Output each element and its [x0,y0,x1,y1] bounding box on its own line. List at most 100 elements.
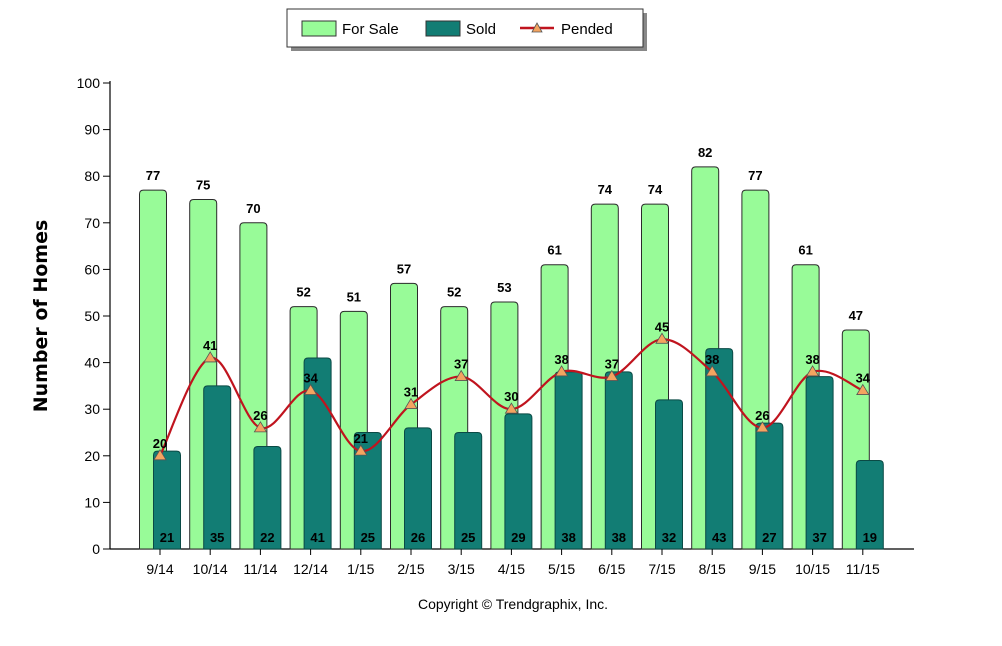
pended-marker [354,444,368,456]
pended-marker [755,421,770,433]
pended-marker [805,365,820,377]
pended-value-label: 38 [554,352,568,367]
sold-value-label: 25 [361,530,375,545]
y-tick-label: 40 [84,355,100,371]
x-tick-label: 7/15 [648,561,675,577]
for-sale-value-label: 74 [648,182,663,197]
for-sale-value-label: 74 [598,182,613,197]
sold-bar [855,459,884,550]
sold-bar [353,432,382,550]
pended-value-label: 20 [153,436,167,451]
sold-bar [504,413,533,550]
sold-value-label: 27 [762,530,776,545]
sold-value-label: 32 [662,530,676,545]
for-sale-value-label: 70 [246,201,260,216]
pended-value-label: 26 [253,408,267,423]
sold-bar [655,399,683,550]
x-tick-label: 10/15 [795,561,830,577]
pended-marker [153,449,167,461]
sold-value-label: 38 [612,530,626,545]
copyright-footer: Copyright © Trendgraphix, Inc. [418,596,608,612]
x-tick-label: 5/15 [548,561,575,577]
for-sale-value-label: 61 [798,243,812,258]
sold-bar [604,371,633,550]
sold-bar [153,450,181,550]
sold-value-label: 35 [210,530,224,545]
y-tick-label: 100 [77,75,101,91]
pended-value-label: 38 [705,352,719,367]
legend-swatch-for-sale [301,20,337,37]
y-axis-title: Number of Homes [30,220,52,413]
sold-bar [554,371,583,550]
for-sale-value-label: 53 [497,280,511,295]
sold-value-label: 41 [310,530,324,545]
sold-value-label: 22 [260,530,274,545]
pended-value-label: 45 [655,319,669,334]
pended-marker [504,402,519,414]
sold-value-label: 43 [712,530,726,545]
legend-swatch-sold [425,20,461,37]
pended-marker [203,351,217,363]
legend-label-pended: Pended [561,21,613,38]
sold-value-label: 25 [461,530,475,545]
pended-marker [454,369,468,381]
pended-value-label: 38 [805,352,819,367]
pended-marker [655,332,669,344]
pended-marker [554,365,569,377]
sold-bar [805,376,834,550]
pended-marker [303,383,318,395]
legend-box [286,8,644,48]
sold-bar [303,357,332,550]
sold-value-label: 29 [511,530,525,545]
for-sale-value-label: 82 [698,145,712,160]
pended-value-label: 37 [454,357,468,372]
y-tick-label: 60 [84,261,100,277]
pended-marker [705,365,719,377]
plot-area: 0 10 20 30 40 50 60 70 80 90 100 9/14 10/14 11/14 12/1… [77,75,914,577]
x-tick-label: 9/15 [749,561,776,577]
for-sale-value-label: 52 [447,285,461,300]
y-tick-label: 20 [84,448,100,464]
x-tick-label: 8/15 [699,561,726,577]
y-tick-label: 10 [84,494,100,510]
sold-value-label: 26 [411,530,425,545]
for-sale-value-label: 51 [347,289,361,304]
for-sale-value-label: 47 [849,308,863,323]
pended-value-label: 26 [755,408,769,423]
x-tick-label: 6/15 [598,561,625,577]
x-tick-label: 1/15 [347,561,374,577]
x-tick-label: 9/14 [146,561,173,577]
for-sale-value-label: 52 [296,285,310,300]
pended-value-label: 37 [605,357,619,372]
legend-label-for-sale: For Sale [342,21,399,38]
x-tick-label: 11/15 [846,561,880,577]
sold-bar [404,427,432,550]
y-tick-label: 80 [84,168,100,184]
sold-value-label: 19 [863,530,877,545]
legend: For Sale Sold Pended [286,8,647,51]
pended-value-label: 30 [504,389,518,404]
for-sale-value-label: 57 [397,261,411,276]
x-tick-label: 12/14 [293,561,328,577]
legend-marker-pended [531,22,543,33]
for-sale-value-label: 77 [748,168,762,183]
pended-value-label: 41 [203,338,217,353]
pended-marker [605,369,619,381]
x-tick-label: 10/14 [193,561,228,577]
pended-marker [253,421,268,433]
x-tick-label: 3/15 [448,561,475,577]
sold-value-label: 37 [812,530,826,545]
for-sale-value-label: 61 [547,243,561,258]
pended-value-label: 34 [856,371,871,386]
y-tick-label: 70 [84,215,100,231]
y-tick-label: 90 [84,122,100,138]
pended-marker [856,383,870,395]
for-sale-value-label: 75 [196,178,210,193]
x-tick-label: 4/15 [498,561,525,577]
y-tick-label: 50 [84,308,100,324]
sold-value-label: 21 [160,530,174,545]
legend-label-sold: Sold [466,21,496,38]
pended-marker [404,397,418,409]
sold-bar [253,445,282,550]
